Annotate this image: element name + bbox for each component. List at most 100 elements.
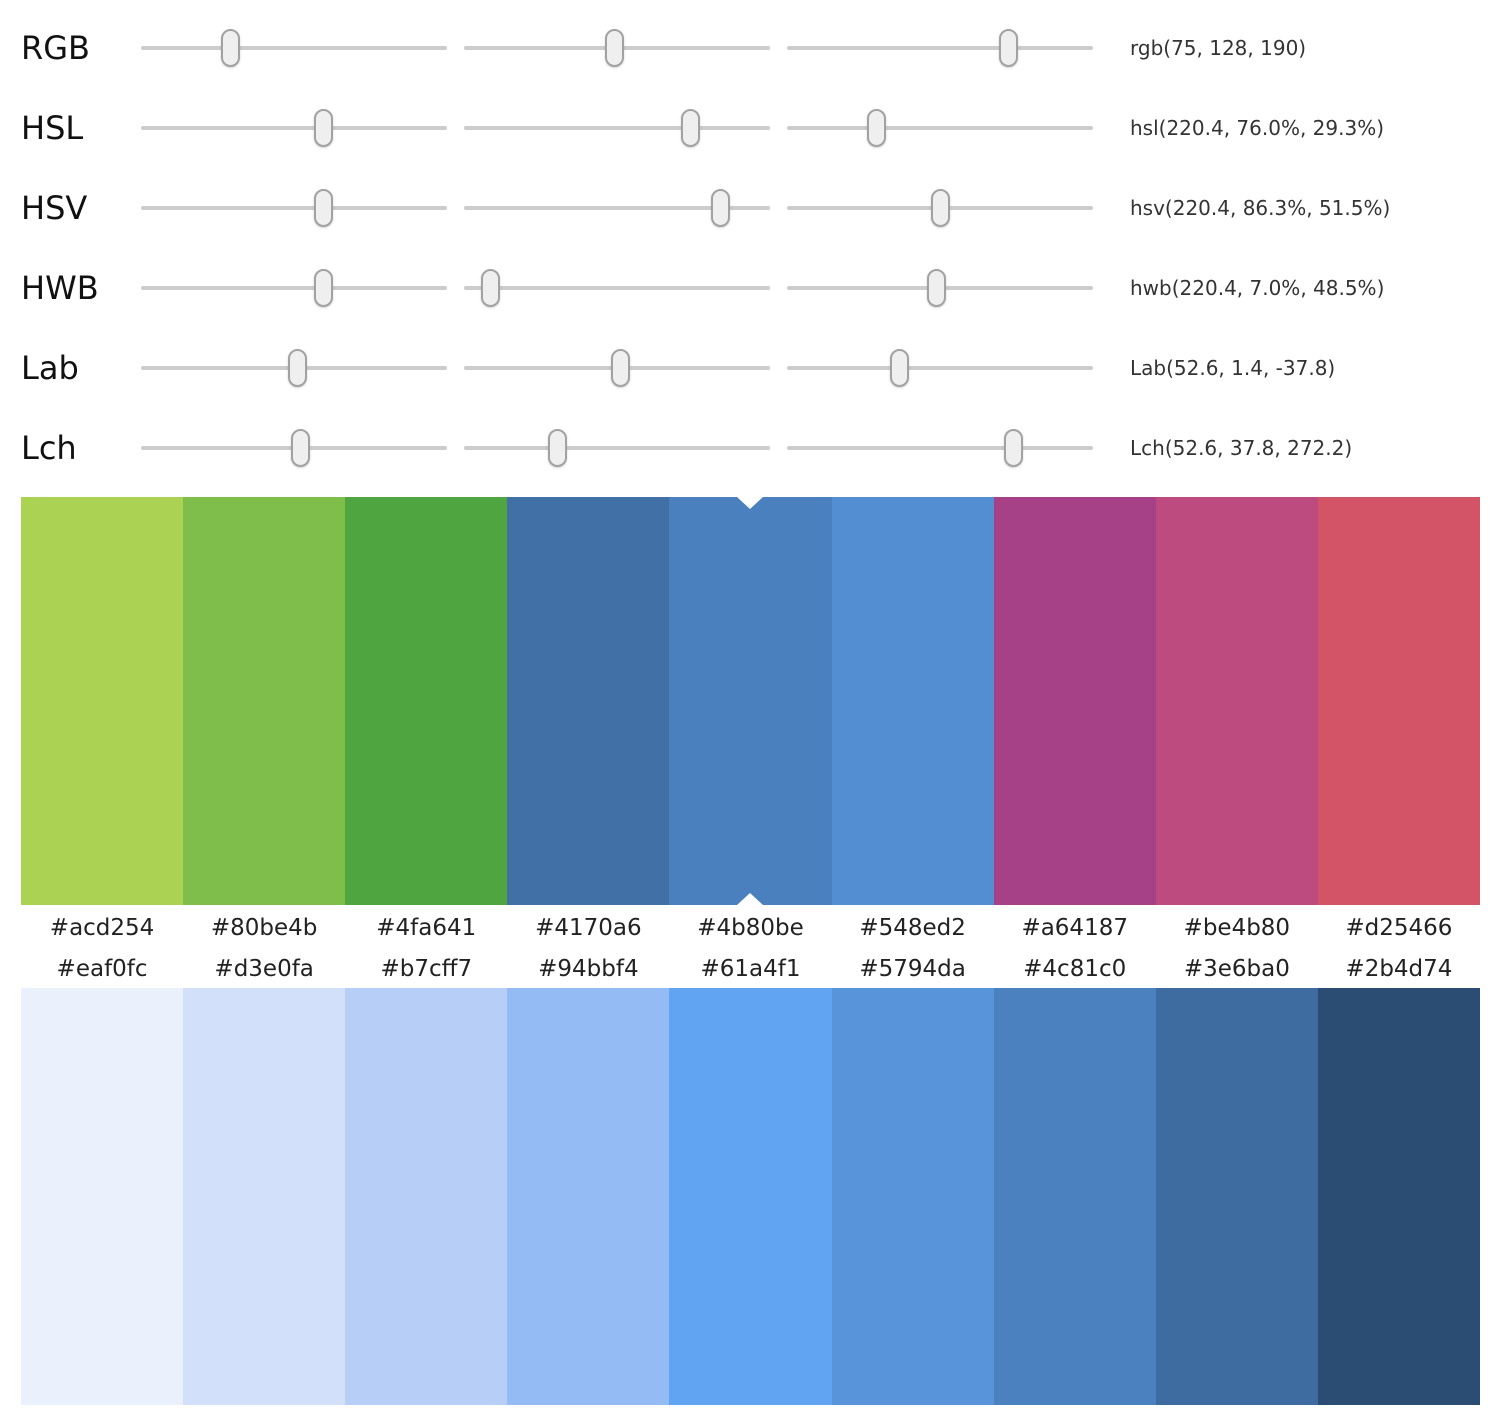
slider-row-label: Lab (21, 349, 79, 387)
slider-track[interactable] (141, 268, 447, 308)
slider-thumb[interactable] (220, 29, 240, 67)
slider-track-bar (464, 126, 770, 130)
palette-swatch[interactable] (183, 988, 346, 1405)
slider-track[interactable] (464, 428, 770, 468)
slider-thumb[interactable] (288, 349, 308, 387)
palette-swatch[interactable] (507, 497, 670, 905)
slider-track[interactable] (464, 348, 770, 388)
swatch-hex-label: #548ed2 (859, 914, 966, 941)
slider-track[interactable] (787, 268, 1093, 308)
slider-thumb[interactable] (313, 269, 333, 307)
slider-track[interactable] (787, 108, 1093, 148)
palette-swatch[interactable] (993, 988, 1156, 1405)
slider-track-bar (787, 366, 1093, 370)
slider-track[interactable] (141, 108, 447, 148)
slider-track[interactable] (464, 268, 770, 308)
slider-thumb[interactable] (710, 189, 730, 227)
slider-value: Lch(52.6, 37.8, 272.2) (1130, 436, 1353, 460)
slider-thumb[interactable] (313, 189, 333, 227)
swatch-hex-label: #4fa641 (376, 914, 477, 941)
swatch-hex-label: #4170a6 (535, 914, 642, 941)
palette-bottom-labels: #eaf0fc #d3e0fa #b7cff7 #94bbf4 #61a4f1 #5794… (21, 950, 1480, 988)
swatch-hex-label: #eaf0fc (56, 956, 148, 982)
slider-thumb[interactable] (313, 109, 333, 147)
slider-track[interactable] (141, 428, 447, 468)
swatch-hex-label: #acd254 (49, 914, 155, 941)
swatch-hex-label: #94bbf4 (538, 956, 639, 982)
palette-swatch[interactable] (183, 497, 346, 905)
palette-swatch[interactable] (1155, 497, 1318, 905)
slider-row: HSV hsv(220.4, 86.3%, 51.5%) (0, 168, 1501, 248)
swatch-hex-label: #61a4f1 (700, 956, 801, 982)
slider-row: Lch Lch(52.6, 37.8, 272.2) (0, 408, 1501, 488)
slider-track[interactable] (464, 188, 770, 228)
slider-value: rgb(75, 128, 190) (1130, 36, 1307, 60)
slider-row-label: RGB (21, 29, 90, 67)
slider-thumb[interactable] (480, 269, 500, 307)
slider-thumb[interactable] (290, 429, 310, 467)
slider-track[interactable] (787, 28, 1093, 68)
slider-row-label: HWB (21, 269, 99, 307)
slider-value: hsl(220.4, 76.0%, 29.3%) (1130, 116, 1385, 140)
slider-row: HWB hwb(220.4, 7.0%, 48.5%) (0, 248, 1501, 328)
palette-swatch[interactable] (21, 497, 184, 905)
slider-track[interactable] (787, 348, 1093, 388)
palette-swatch[interactable] (993, 497, 1156, 905)
slider-track[interactable] (141, 28, 447, 68)
selected-color-marker-top-icon (737, 497, 764, 509)
slider-track[interactable] (141, 348, 447, 388)
slider-value: hwb(220.4, 7.0%, 48.5%) (1130, 276, 1385, 300)
swatch-hex-label: #5794da (859, 956, 966, 982)
palette-swatch[interactable] (1317, 988, 1480, 1405)
selected-color-marker-bottom-icon (737, 893, 764, 905)
palette-swatch[interactable] (831, 988, 994, 1405)
slider-track[interactable] (141, 188, 447, 228)
swatch-hex-label: #d3e0fa (214, 956, 314, 982)
slider-thumb[interactable] (867, 109, 887, 147)
slider-thumb[interactable] (547, 429, 567, 467)
slider-track[interactable] (464, 28, 770, 68)
slider-row-label: HSV (21, 189, 88, 227)
slider-value: Lab(52.6, 1.4, -37.8) (1130, 356, 1336, 380)
slider-track-bar (787, 126, 1093, 130)
swatch-hex-label: #2b4d74 (1345, 956, 1453, 982)
swatch-hex-label: #4b80be (697, 914, 804, 941)
palette-top (21, 497, 1480, 905)
palette-swatch[interactable] (669, 497, 832, 905)
palette-swatch[interactable] (831, 497, 994, 905)
slider-track-bar (141, 126, 447, 130)
slider-thumb[interactable] (1003, 429, 1023, 467)
swatch-hex-label: #80be4b (210, 914, 318, 941)
slider-track[interactable] (787, 428, 1093, 468)
palette-swatch[interactable] (1155, 988, 1318, 1405)
slider-thumb[interactable] (926, 269, 946, 307)
slider-thumb[interactable] (680, 109, 700, 147)
palette-swatch[interactable] (507, 988, 670, 1405)
slider-row-label: Lch (21, 429, 77, 467)
sliders-section: RGB rgb(75, 128, 190) HSL hsl(220.4, (0, 0, 1501, 488)
slider-thumb[interactable] (890, 349, 910, 387)
palette-bottom (21, 988, 1480, 1405)
swatch-hex-label: #3e6ba0 (1183, 956, 1290, 982)
slider-thumb[interactable] (999, 29, 1019, 67)
slider-thumb[interactable] (931, 189, 951, 227)
slider-track[interactable] (787, 188, 1093, 228)
swatch-hex-label: #a64187 (1021, 914, 1128, 941)
slider-track-bar (141, 286, 447, 290)
slider-track-bar (141, 46, 447, 50)
slider-thumb[interactable] (605, 29, 625, 67)
slider-track-bar (464, 206, 770, 210)
swatch-hex-label: #d25466 (1345, 914, 1453, 941)
slider-track-bar (787, 446, 1093, 450)
palette-swatch[interactable] (669, 988, 832, 1405)
palette-swatch[interactable] (345, 988, 508, 1405)
slider-track[interactable] (464, 108, 770, 148)
slider-thumb[interactable] (610, 349, 630, 387)
palette-swatch[interactable] (345, 497, 508, 905)
palette-swatch[interactable] (1317, 497, 1480, 905)
palette-top-labels: #acd254 #80be4b #4fa641 #4170a6 #4b80be #548e… (21, 905, 1480, 950)
palette-swatch[interactable] (21, 988, 184, 1405)
slider-track-bar (141, 206, 447, 210)
slider-value: hsv(220.4, 86.3%, 51.5%) (1130, 196, 1391, 220)
